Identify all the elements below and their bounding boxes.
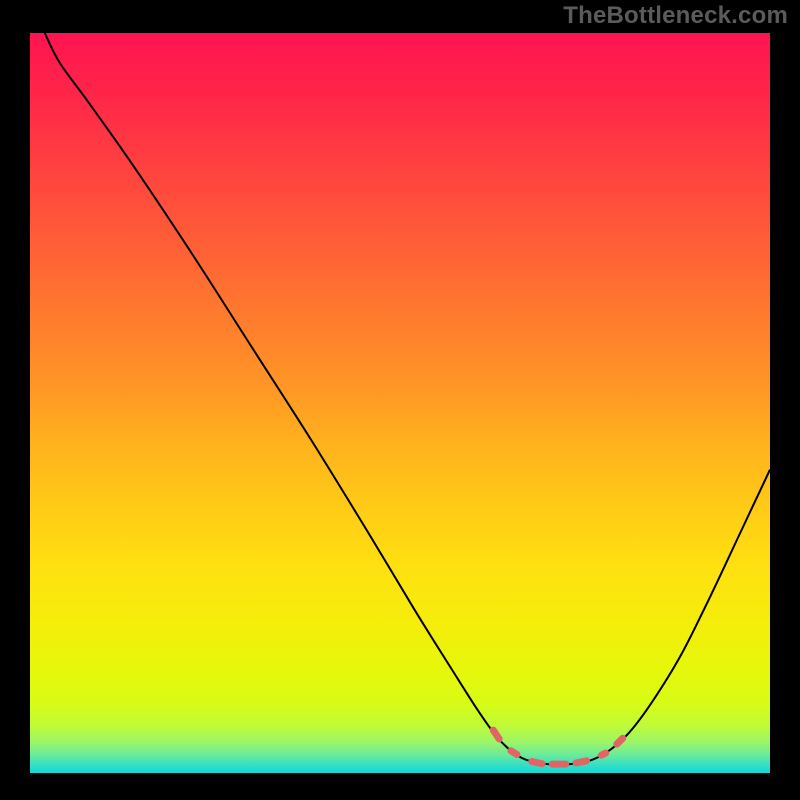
sweet-spot-marker-1 xyxy=(511,751,517,755)
sweet-spot-marker-0 xyxy=(493,730,499,739)
chart-stage: TheBottleneck.com xyxy=(0,0,800,800)
sweet-spot-marker-2 xyxy=(532,762,542,764)
sweet-spot-marker-5 xyxy=(601,753,605,755)
sweet-spot-marker-6 xyxy=(617,738,623,744)
sweet-spot-marker-4 xyxy=(576,761,586,763)
plot-background xyxy=(30,33,770,773)
bottleneck-chart xyxy=(0,0,800,800)
attribution-label: TheBottleneck.com xyxy=(563,2,788,30)
